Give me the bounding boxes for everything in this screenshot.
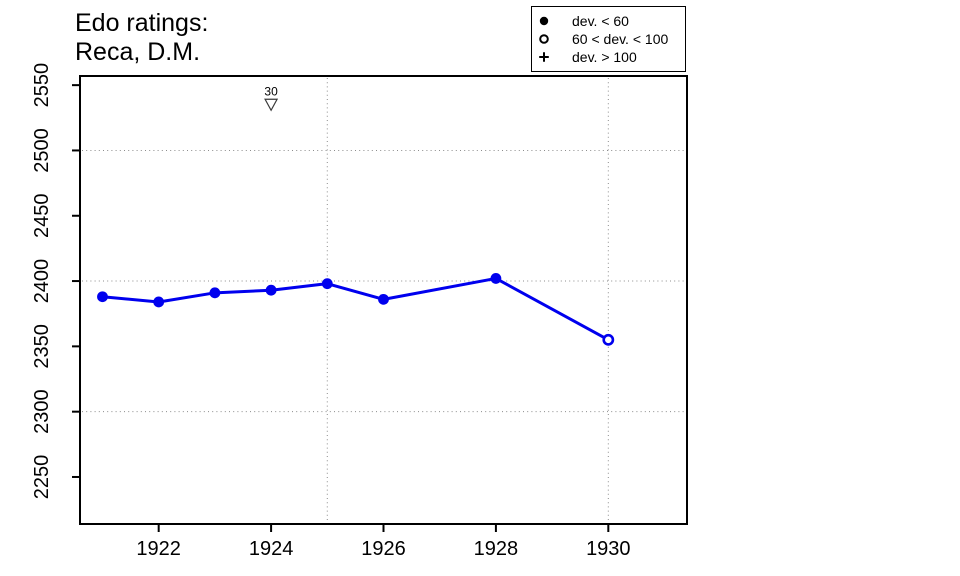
y-tick-label: 2450 (31, 194, 53, 239)
plus-icon (539, 52, 549, 62)
data-point-open (602, 333, 615, 346)
data-point-filled (490, 273, 502, 284)
y-tick-label: 2500 (31, 128, 53, 173)
y-tick-label: 2300 (31, 389, 53, 434)
y-tick-label: 2400 (31, 259, 53, 304)
x-tick-label: 1924 (249, 538, 294, 560)
filled-circle-icon (539, 16, 549, 26)
chart-title-line2: Reca, D.M. (75, 38, 201, 66)
chart-title: Edo ratings: Reca, D.M. (75, 9, 208, 67)
data-point-filled (153, 296, 165, 308)
legend-label: dev. < 60 (572, 13, 629, 29)
data-point-filled (265, 284, 277, 296)
x-tick-label: 1930 (586, 538, 631, 560)
y-tick-label: 2350 (31, 324, 53, 369)
chart-title-line1: Edo ratings: (75, 9, 209, 37)
y-tick-label: 2250 (31, 455, 53, 500)
open-circle-icon (539, 34, 549, 44)
x-tick-label: 1928 (474, 538, 519, 560)
legend: dev. < 60 60 < dev. < 100 dev. > 100 (531, 6, 686, 72)
data-point-filled (209, 287, 221, 299)
event-marker-triangle-down-icon (264, 98, 279, 112)
plot-border (79, 75, 688, 525)
x-tick-label: 1926 (361, 538, 406, 560)
legend-label: dev. > 100 (572, 49, 637, 65)
data-point-filled (378, 293, 389, 305)
rating-line (100, 276, 610, 342)
event-marker-label: 30 (264, 85, 278, 99)
legend-label: 60 < dev. < 100 (572, 31, 669, 47)
legend-item-dev-gt-100: dev. > 100 (537, 48, 685, 66)
x-tick-label: 1922 (136, 538, 181, 560)
legend-item-dev-lt-60: dev. < 60 (537, 12, 685, 30)
legend-item-dev-60-100: 60 < dev. < 100 (537, 30, 685, 48)
y-tick-label: 2550 (31, 63, 53, 108)
data-point-filled (97, 291, 108, 303)
data-point-filled (321, 278, 333, 290)
